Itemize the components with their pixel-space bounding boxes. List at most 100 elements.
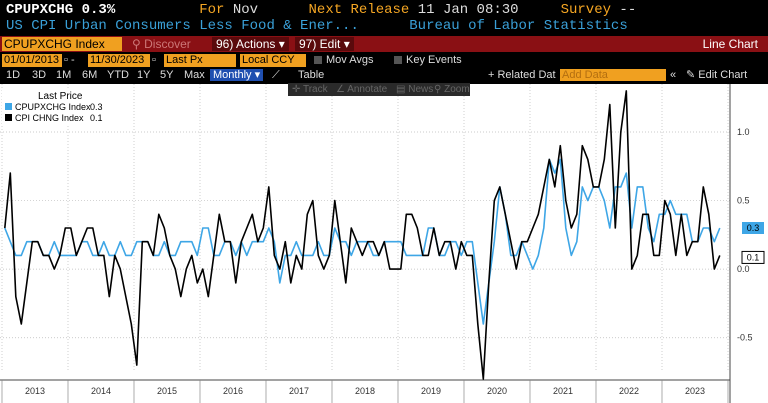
for-label: For	[199, 2, 225, 18]
axes	[0, 84, 731, 403]
period-1y[interactable]: 1Y	[137, 69, 151, 81]
table-button[interactable]: Table	[298, 69, 325, 81]
last-value: 0.3%	[81, 2, 116, 18]
x-tick-label: 2015	[157, 386, 177, 396]
next-release-label: Next Release	[308, 2, 410, 18]
x-tick-label: 2020	[487, 386, 507, 396]
date-separator: ▫ -	[64, 54, 75, 66]
price-field[interactable]: Last Px	[164, 54, 236, 67]
end-date-field[interactable]: 11/30/2023	[88, 54, 150, 67]
x-tick-label: 2016	[223, 386, 243, 396]
key-events-label: Key Events	[406, 54, 462, 66]
legend-entry-headline: CPI CHNG Index	[5, 113, 84, 123]
x-tick-label: 2017	[289, 386, 309, 396]
collapse-icon[interactable]: «	[670, 69, 677, 81]
chevron-down-icon: ▾	[343, 37, 350, 51]
news-label: News	[408, 84, 434, 95]
zoom-tool[interactable]: ⚲ Zoom	[434, 84, 470, 95]
legend-swatch	[5, 103, 12, 110]
y-tick-label: -0.5	[737, 333, 753, 343]
track-tool[interactable]: ✛ Track	[292, 84, 328, 95]
y-tick-label: 0.5	[737, 196, 750, 206]
annotate-label: Annotate	[347, 84, 388, 95]
period-1d[interactable]: 1D	[6, 69, 21, 81]
legend-label: CPI CHNG Index	[15, 113, 84, 123]
actions-label: 96) Actions	[216, 37, 276, 51]
period-ytd[interactable]: YTD	[107, 69, 129, 81]
ticker-field[interactable]: CPUPXCHG Index	[2, 37, 122, 51]
security-description: US CPI Urban Consumers Less Food & Ener.…	[6, 18, 359, 34]
chevron-down-icon: ▾	[278, 37, 285, 51]
series-layer	[4, 90, 721, 380]
last-value-label-core: 0.3	[747, 223, 760, 233]
y-tick-label: 0.0	[737, 264, 750, 274]
calendar-icon[interactable]: ▫	[152, 54, 156, 66]
frequency-label: Monthly	[213, 69, 252, 81]
legend-title: Last Price	[38, 91, 83, 102]
ticker-symbol: CPUPXCHG	[6, 2, 74, 18]
survey-value: --	[619, 2, 637, 18]
annotate-tool[interactable]: ∠ Annotate	[336, 84, 388, 95]
x-tick-label: 2013	[25, 386, 45, 396]
frequency-select[interactable]: Monthly ▾	[210, 69, 264, 81]
x-tick-label: 2021	[553, 386, 573, 396]
period-5y[interactable]: 5Y	[160, 69, 174, 81]
key-events-checkbox[interactable]: Key Events	[394, 54, 462, 67]
currency-field[interactable]: Local CCY	[240, 54, 306, 67]
last-value-box-headline	[741, 250, 765, 264]
legend-value-core: 0.3	[90, 102, 103, 112]
edit-chart-button[interactable]: ✎ Edit Chart	[686, 69, 747, 81]
legend-entry-core: CPUPXCHG Index	[5, 102, 91, 112]
legend-label: CPUPXCHG Index	[15, 102, 91, 112]
legend-swatch	[5, 114, 12, 121]
x-tick-label: 2018	[355, 386, 375, 396]
mov-avgs-checkbox[interactable]: Mov Avgs	[314, 54, 374, 67]
security-header: CPUPXCHG 0.3% For Nov Next Release 11 Ja…	[0, 0, 768, 36]
period-6m[interactable]: 6M	[82, 69, 98, 81]
pencil-icon: ✎	[686, 69, 699, 81]
edit-chart-label: Edit Chart	[698, 69, 748, 81]
survey-label: Survey	[560, 2, 612, 18]
legend: Last Price CPUPXCHG Index 0.3 CPI CHNG I…	[2, 90, 110, 126]
x-tick-label: 2022	[619, 386, 639, 396]
mov-avgs-label: Mov Avgs	[326, 54, 374, 66]
period-3d[interactable]: 3D	[32, 69, 47, 81]
chart-type-label: Line Chart	[702, 37, 758, 51]
period-1m[interactable]: 1M	[56, 69, 72, 81]
series-line-headline	[4, 90, 721, 380]
series-line-core	[4, 158, 721, 325]
legend-value-headline: 0.1	[90, 113, 103, 123]
discover-button[interactable]: ⚲ Discover	[128, 37, 195, 51]
chart-tools: ✛ Track ∠ Annotate ▤ News ⚲ Zoom	[288, 83, 470, 96]
checkbox-icon	[314, 56, 322, 64]
search-icon: ⚲	[132, 37, 145, 51]
start-date-field[interactable]: 01/01/2013	[2, 54, 62, 67]
data-source: Bureau of Labor Statistics	[409, 18, 628, 34]
axis-labels: -0.5 0.0 0.5 1.0 2013 2014 2015 2016 2017 2018 201…	[25, 127, 765, 396]
track-label: Track	[302, 84, 328, 95]
add-data-field[interactable]: Add Data	[560, 69, 666, 81]
x-tick-label: 2019	[421, 386, 441, 396]
last-value-box-core	[742, 222, 764, 234]
options-row: 01/01/2013 ▫ - 11/30/2023 ▫ Last Px Loca…	[0, 54, 768, 68]
discover-label: Discover	[144, 37, 191, 51]
command-toolbar: CPUPXCHG Index ⚲ Discover 96) Actions ▾ …	[0, 36, 768, 52]
actions-menu[interactable]: 96) Actions ▾	[212, 37, 289, 51]
last-value-label-headline: 0.1	[747, 252, 760, 262]
y-tick-label: 1.0	[737, 127, 750, 137]
next-release-value: 11 Jan 08:30	[417, 2, 519, 18]
news-tool[interactable]: ▤ News	[396, 84, 434, 95]
edit-label: 97) Edit	[299, 37, 341, 51]
zoom-label: Zoom	[444, 84, 470, 95]
period-max[interactable]: Max	[184, 69, 205, 81]
chevron-down-icon: ▾	[254, 69, 261, 81]
checkbox-icon	[394, 56, 402, 64]
x-tick-label: 2023	[685, 386, 705, 396]
for-value: Nov	[232, 2, 259, 18]
x-tick-label: 2014	[91, 386, 111, 396]
edit-menu[interactable]: 97) Edit ▾	[295, 37, 354, 51]
related-data-button[interactable]: + Related Dat	[488, 69, 556, 81]
period-row: 1D 3D 1M 6M YTD 1Y 5Y Max Monthly ▾ ⟋ Ta…	[0, 68, 768, 82]
chart-type-icon[interactable]: ⟋	[272, 69, 280, 81]
